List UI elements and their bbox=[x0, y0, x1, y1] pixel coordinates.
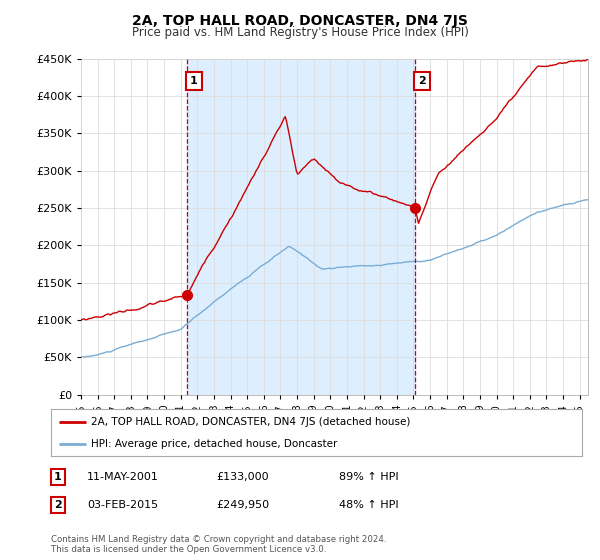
Text: 1: 1 bbox=[54, 472, 62, 482]
Text: HPI: Average price, detached house, Doncaster: HPI: Average price, detached house, Donc… bbox=[91, 438, 337, 449]
Text: 2: 2 bbox=[54, 500, 62, 510]
Text: 2A, TOP HALL ROAD, DONCASTER, DN4 7JS: 2A, TOP HALL ROAD, DONCASTER, DN4 7JS bbox=[132, 14, 468, 28]
Text: 1: 1 bbox=[190, 76, 198, 86]
Text: Contains HM Land Registry data © Crown copyright and database right 2024.
This d: Contains HM Land Registry data © Crown c… bbox=[51, 535, 386, 554]
Text: 2A, TOP HALL ROAD, DONCASTER, DN4 7JS (detached house): 2A, TOP HALL ROAD, DONCASTER, DN4 7JS (d… bbox=[91, 417, 410, 427]
Text: 2: 2 bbox=[418, 76, 426, 86]
Text: Price paid vs. HM Land Registry's House Price Index (HPI): Price paid vs. HM Land Registry's House … bbox=[131, 26, 469, 39]
Text: 11-MAY-2001: 11-MAY-2001 bbox=[87, 472, 159, 482]
Bar bbox=[187, 59, 415, 395]
Text: 89% ↑ HPI: 89% ↑ HPI bbox=[339, 472, 398, 482]
Text: 48% ↑ HPI: 48% ↑ HPI bbox=[339, 500, 398, 510]
Text: £249,950: £249,950 bbox=[216, 500, 269, 510]
Text: 03-FEB-2015: 03-FEB-2015 bbox=[87, 500, 158, 510]
Text: £133,000: £133,000 bbox=[216, 472, 269, 482]
